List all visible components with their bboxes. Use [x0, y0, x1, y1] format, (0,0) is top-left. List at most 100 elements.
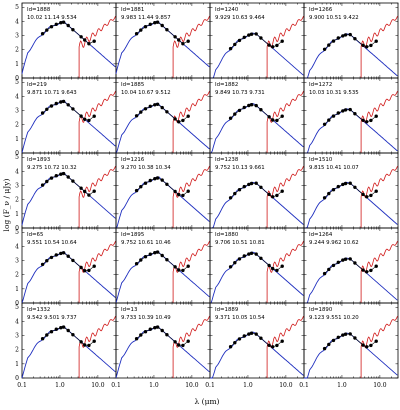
- panel-values-label: 9.733 10.39 10.49: [121, 315, 171, 321]
- photometry-point: [353, 112, 357, 116]
- photometry-point: [361, 43, 365, 47]
- photometry-point: [267, 43, 271, 47]
- photometry-point: [83, 343, 87, 347]
- sed-panel: 0 1 2 3 4 5 Id=1332 9.542 9.501 9.737: [15, 302, 117, 382]
- panel-values-label: 9.752 10.13 9.661: [215, 165, 265, 171]
- photometry-point: [280, 39, 284, 43]
- y-tick-label: 5: [15, 79, 19, 86]
- photometry-point: [233, 261, 237, 265]
- photometry-point: [49, 25, 54, 29]
- panel-id-label: Id=1332: [27, 307, 50, 313]
- photometry-point: [242, 334, 246, 338]
- photometry-point: [336, 111, 340, 115]
- x-tick-label: 1.0: [55, 382, 65, 389]
- x-tick-label: 1.0: [243, 382, 253, 389]
- photometry-point: [343, 257, 348, 261]
- y-tick-label: 5: [15, 4, 19, 11]
- y-tick-label: 0: [15, 150, 19, 157]
- y-tick-label: 1: [15, 136, 19, 143]
- panel-id-label: Id=1264: [309, 232, 333, 238]
- model-stellar-curve: [304, 332, 398, 379]
- sed-panel: 0 1 2 3 4 5 Id=65 9.551 10.54 10.64: [15, 227, 117, 307]
- photometry-point: [361, 343, 365, 347]
- x-tick-label: 10.0: [279, 382, 293, 389]
- model-stellar-curve: [304, 181, 398, 229]
- photometry-point: [61, 171, 66, 176]
- photometry-point: [361, 192, 365, 197]
- x-tick-label: 0.1: [299, 382, 309, 389]
- photometry-point: [160, 23, 164, 28]
- photometry-point: [177, 268, 181, 272]
- photometry-point: [71, 258, 75, 263]
- photometry-point: [247, 33, 251, 37]
- photometry-point: [249, 32, 254, 36]
- photometry-point: [341, 333, 345, 337]
- photometry-point: [233, 112, 237, 116]
- photometry-point: [181, 118, 185, 123]
- sed-panel: Id=1881 9.983 11.44 9.857: [115, 2, 211, 79]
- x-tick-label: 0.1: [205, 382, 215, 389]
- photometry-point: [186, 189, 190, 193]
- photometry-point: [331, 188, 336, 192]
- photometry-point: [242, 254, 246, 258]
- sed-panel: Id=1272 10.03 10.31 9.535: [303, 77, 399, 154]
- panel-values-label: 9.275 10.72 10.32: [27, 165, 77, 171]
- photometry-point: [54, 253, 58, 257]
- photometry-point: [139, 333, 143, 337]
- y-axis-title: log (F_ν / μJy): [2, 178, 11, 231]
- panel-id-label: Id=1238: [215, 157, 239, 163]
- photometry-point: [247, 182, 251, 187]
- photometry-point: [40, 262, 45, 267]
- sed-panel: Id=1885 10.04 10.67 9.512: [115, 77, 211, 154]
- photometry-point: [341, 182, 345, 187]
- panel-values-label: 10.02 11.14 9.534: [27, 15, 77, 21]
- model-dust-curve: [360, 166, 398, 228]
- panel-values-label: 9.849 10.73 9.731: [215, 90, 265, 96]
- photometry-point: [361, 268, 365, 272]
- y-tick-label: 1: [15, 361, 19, 368]
- y-tick-label: 3: [15, 333, 19, 340]
- model-dust-curve: [266, 166, 304, 228]
- sed-panel: Id=1264 9.244 9.962 10.62: [303, 227, 399, 304]
- model-dust-curve: [78, 16, 116, 78]
- photometry-point: [92, 39, 96, 43]
- model-stellar-curve: [115, 325, 210, 379]
- photometry-point: [87, 118, 91, 123]
- photometry-point: [259, 256, 263, 260]
- sed-panel: 0 1 2 3 4 5 Id=1893 9.275 10.72 10.32: [15, 152, 117, 232]
- photometry-point: [79, 114, 83, 118]
- panel-values-label: 9.371 10.05 10.54: [215, 315, 265, 321]
- y-tick-label: 0: [15, 375, 19, 382]
- photometry-point: [327, 43, 331, 47]
- photometry-point: [54, 22, 58, 26]
- photometry-point: [369, 118, 373, 123]
- panel-frame: [303, 302, 399, 379]
- photometry-point: [267, 343, 271, 347]
- y-tick-label: 4: [15, 243, 19, 250]
- model-dust-curve: [172, 316, 210, 378]
- photometry-point: [165, 333, 169, 337]
- sed-panel: Id=1895 9.752 10.61 10.46: [115, 227, 211, 304]
- photometry-point: [71, 28, 75, 32]
- photometry-point: [173, 265, 177, 269]
- photometry-point: [365, 270, 369, 274]
- sed-panel: Id=1266 9.900 10.51 9.422: [303, 2, 399, 79]
- model-dust-curve: [360, 91, 398, 153]
- y-tick-label: 3: [15, 33, 19, 40]
- photometry-point: [83, 189, 87, 194]
- photometry-point: [181, 268, 185, 273]
- photometry-point: [87, 193, 91, 197]
- photometry-point: [280, 339, 284, 343]
- model-dust-curve: [78, 91, 116, 153]
- photometry-point: [242, 184, 246, 189]
- photometry-point: [237, 38, 242, 43]
- x-tick-label: 0.1: [111, 382, 121, 389]
- photometry-point: [165, 182, 169, 186]
- model-stellar-curve: [21, 99, 116, 154]
- y-tick-label: 0: [15, 225, 19, 232]
- photometry-point: [365, 345, 369, 349]
- y-tick-label: 1: [15, 61, 19, 68]
- y-tick-label: 4: [15, 168, 19, 175]
- photometry-point: [327, 267, 331, 272]
- photometry-point: [275, 43, 279, 48]
